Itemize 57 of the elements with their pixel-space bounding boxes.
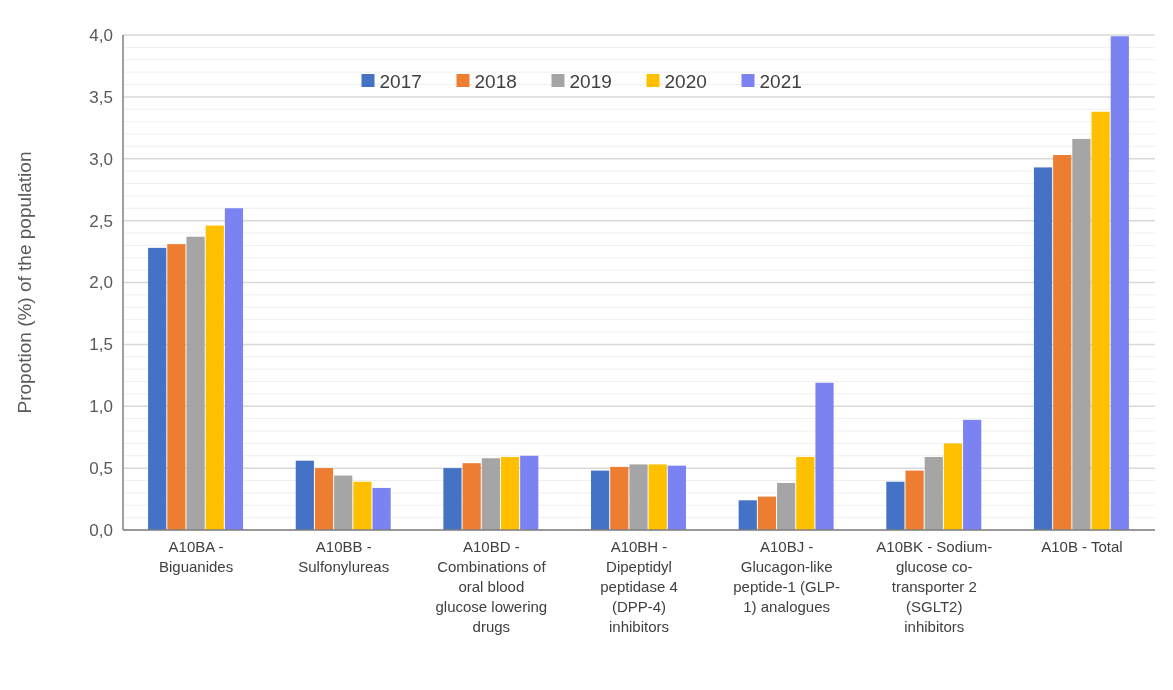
y-tick-label: 1,0 bbox=[89, 397, 113, 417]
x-tick-label: A10BK - Sodium-glucose co-transporter 2 (SGLT2) inhibitors bbox=[876, 538, 993, 635]
bar bbox=[500, 456, 520, 530]
legend-label: 2018 bbox=[474, 70, 517, 92]
x-tick-label: A10BJ - Glucagon-like peptide-1 (GLP-1) analogues bbox=[733, 538, 841, 615]
bar bbox=[777, 482, 796, 530]
legend-label: 2020 bbox=[664, 70, 707, 92]
bar bbox=[1053, 155, 1072, 530]
bar bbox=[186, 236, 205, 530]
bar bbox=[148, 247, 167, 530]
legend-label: 2019 bbox=[569, 70, 612, 92]
bar bbox=[1033, 167, 1053, 530]
bar bbox=[757, 496, 777, 530]
y-tick-label: 1,5 bbox=[89, 335, 113, 355]
y-tick-label: 2,0 bbox=[89, 273, 113, 293]
bar bbox=[334, 475, 353, 530]
x-tick-label: A10BD - Combinations of oral blood glucose lowering drugs bbox=[435, 538, 548, 635]
y-tick-label: 0,5 bbox=[89, 459, 113, 479]
bar bbox=[796, 456, 815, 530]
bar bbox=[224, 208, 244, 530]
bar bbox=[314, 468, 334, 530]
legend-label: 2017 bbox=[379, 70, 422, 92]
bar bbox=[610, 466, 629, 530]
bar bbox=[353, 481, 372, 530]
bar bbox=[629, 464, 648, 530]
bar bbox=[481, 458, 500, 530]
y-tick-label: 3,5 bbox=[89, 87, 113, 107]
y-axis-title: Propotion (%) of the population bbox=[14, 151, 35, 414]
legend-label: 2021 bbox=[759, 70, 802, 92]
bar bbox=[591, 470, 610, 530]
bar bbox=[1110, 36, 1129, 530]
x-tick-label: A10BB - Sulfonylureas bbox=[298, 538, 390, 575]
bar bbox=[667, 465, 686, 530]
bar bbox=[963, 419, 982, 530]
y-tick-label: 2,5 bbox=[89, 211, 113, 231]
bar bbox=[738, 500, 757, 530]
y-tick-label: 3,0 bbox=[89, 149, 113, 169]
bar bbox=[1091, 111, 1110, 530]
bar bbox=[924, 456, 943, 530]
bar bbox=[167, 244, 186, 530]
bar bbox=[943, 443, 963, 530]
x-tick-label: A10B - Total bbox=[1041, 538, 1123, 555]
bar bbox=[443, 468, 462, 530]
y-tick-label: 4,0 bbox=[89, 25, 113, 45]
bar bbox=[205, 225, 224, 530]
bar bbox=[886, 481, 905, 530]
bar bbox=[295, 460, 314, 530]
x-tick-label: A10BH - Dipeptidyl peptidase 4 (DPP-4) inhibitors bbox=[600, 538, 678, 635]
x-tick-label: A10BA - Biguanides bbox=[158, 538, 234, 575]
y-tick-label: 0,0 bbox=[89, 520, 113, 540]
bar bbox=[815, 382, 834, 530]
bar bbox=[520, 455, 539, 530]
bar bbox=[462, 463, 481, 530]
bar bbox=[648, 464, 667, 530]
bar bbox=[372, 487, 391, 530]
bar bbox=[1072, 138, 1091, 530]
bar bbox=[905, 470, 924, 530]
